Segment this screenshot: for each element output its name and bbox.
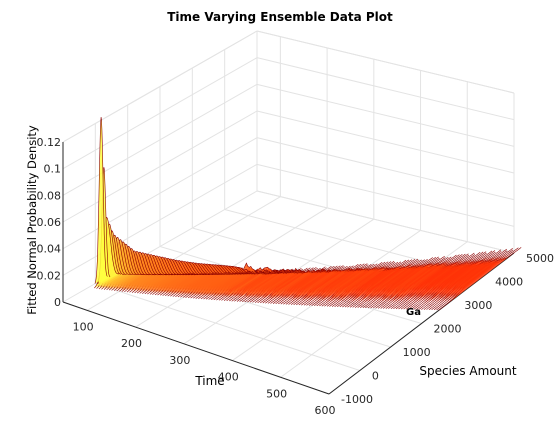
box-edge (256, 30, 515, 94)
box-edge (62, 30, 258, 143)
y-tick-label: 5000 (526, 252, 554, 265)
z-tick-label: 0.02 (37, 269, 62, 282)
z-tick-label: 0.08 (37, 189, 62, 202)
x-tick-label: 500 (266, 387, 287, 400)
x-axis-line (62, 301, 330, 395)
backwall-gridline-z (256, 57, 515, 121)
x-tick-label: 600 (315, 404, 336, 417)
y-tick-label: -1000 (341, 393, 373, 406)
x-tick-label: 100 (73, 320, 94, 333)
sidewall-gridline-z (62, 57, 258, 170)
z-tick-label: 0 (54, 296, 61, 309)
annotation-label: Ga (406, 307, 421, 318)
backwall-gridline-z (256, 137, 515, 201)
y-axis-label: Species Amount (419, 364, 516, 378)
x-tick-label: 400 (218, 371, 239, 384)
sidewall-gridline-z (62, 190, 258, 303)
x-axis-label: Time (194, 374, 224, 388)
backwall-gridline-z (256, 190, 515, 254)
z-axis-label: Fitted Normal Probability Density (25, 125, 39, 315)
backwall-gridline-z (256, 110, 515, 174)
surface-strip (234, 267, 284, 302)
floor-gridline-y (95, 283, 360, 371)
z-tick-label: 0.1 (44, 163, 62, 176)
sidewall-gridline-z (62, 110, 258, 223)
y-axis-line (328, 252, 515, 395)
z-tick-label: 0.12 (37, 136, 62, 149)
y-tick-label: 4000 (495, 276, 523, 289)
backwall-gridline-z (256, 83, 515, 147)
chart-title: Time Varying Ensemble Data Plot (167, 10, 393, 24)
grid (62, 30, 515, 395)
z-tick-label: 0.04 (37, 243, 62, 256)
sidewall-gridline-z (62, 163, 258, 276)
y-tick-label: 2000 (434, 323, 462, 336)
x-tick-label: 300 (169, 354, 190, 367)
surface (93, 116, 522, 311)
sidewall-gridline-z (62, 137, 258, 250)
backwall-gridline-z (256, 163, 515, 227)
surface-strip (239, 266, 290, 302)
tick-labels: 100 200 300 400 500 600 -1000 0 1000200030004000… (37, 136, 555, 417)
y-tick-label: 3000 (464, 299, 492, 312)
y-tick-label: 0 (372, 370, 379, 383)
surface-strip (94, 116, 108, 284)
sidewall-gridline-z (62, 83, 258, 196)
y-tick-label: 1000 (403, 346, 431, 359)
x-tick-label: 200 (121, 337, 142, 350)
z-tick-label: 0.06 (37, 216, 62, 229)
